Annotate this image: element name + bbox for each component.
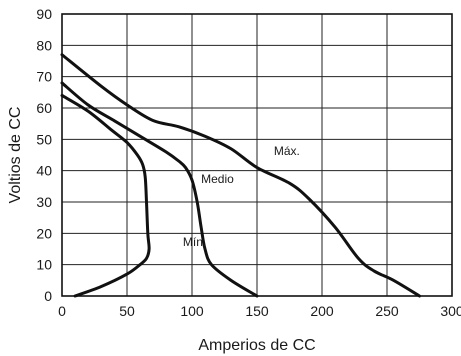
y-tick-label: 0	[44, 288, 52, 304]
grid	[62, 14, 452, 296]
y-tick-label: 30	[36, 194, 52, 210]
curve-mn	[60, 93, 151, 298]
y-tick-label: 80	[36, 37, 52, 53]
y-tick-label: 90	[36, 6, 52, 22]
plot-frame	[61, 13, 453, 297]
y-tick-label: 60	[36, 100, 52, 116]
y-tick-label: 40	[36, 163, 52, 179]
x-tick-label: 250	[375, 303, 399, 319]
x-axis-label: Amperios de CC	[198, 337, 315, 354]
curve-medio	[60, 81, 259, 298]
y-axis-label: Voltios de CC	[7, 107, 24, 204]
x-tick-label: 100	[180, 303, 204, 319]
x-tick-label: 0	[58, 303, 66, 319]
x-tick-label: 150	[245, 303, 269, 319]
y-tick-labels: 0 10 20 30 40 50 60 70 80 90	[36, 6, 52, 304]
y-tick-label: 10	[36, 257, 52, 273]
y-tick-label: 50	[36, 131, 52, 147]
curve-label-mn: Mín.	[183, 235, 206, 249]
y-tick-label: 70	[36, 69, 52, 85]
x-tick-label: 300	[440, 303, 461, 319]
curve-annotations: Mín. Medio Máx.	[183, 144, 300, 249]
x-tick-label: 50	[119, 303, 135, 319]
x-tick-labels: 0 50 100 150 200 250 300	[58, 303, 461, 319]
y-tick-label: 20	[36, 225, 52, 241]
curve-label-mx: Máx.	[274, 144, 300, 158]
curves	[60, 53, 421, 298]
x-tick-label: 200	[310, 303, 334, 319]
curve-label-medio: Medio	[201, 172, 234, 186]
curve-mx	[60, 53, 421, 298]
